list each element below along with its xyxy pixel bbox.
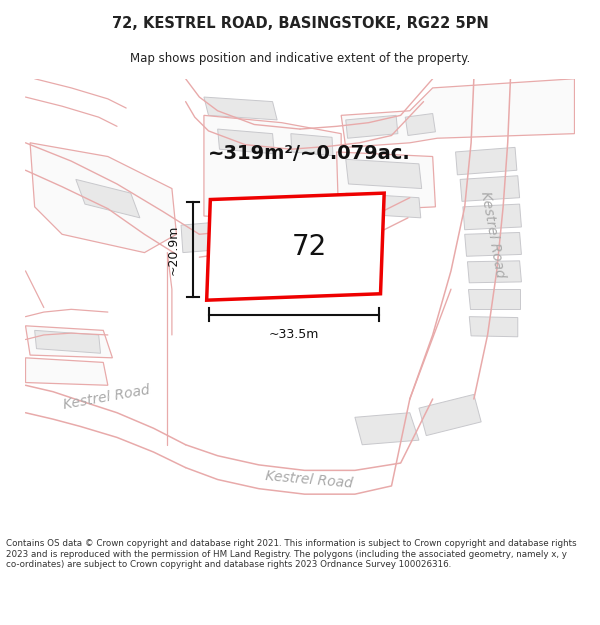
Polygon shape — [455, 148, 517, 175]
Text: Contains OS data © Crown copyright and database right 2021. This information is : Contains OS data © Crown copyright and d… — [6, 539, 577, 569]
Polygon shape — [218, 129, 274, 154]
Polygon shape — [346, 159, 422, 189]
Polygon shape — [465, 232, 521, 256]
Polygon shape — [204, 116, 341, 221]
Text: 72, KESTREL ROAD, BASINGSTOKE, RG22 5PN: 72, KESTREL ROAD, BASINGSTOKE, RG22 5PN — [112, 16, 488, 31]
Polygon shape — [469, 289, 520, 309]
Polygon shape — [355, 412, 419, 445]
Polygon shape — [463, 204, 521, 230]
Polygon shape — [346, 116, 398, 138]
Text: Kestrel Road: Kestrel Road — [478, 190, 506, 279]
Polygon shape — [291, 134, 333, 156]
Polygon shape — [337, 152, 436, 211]
Polygon shape — [467, 261, 521, 282]
Polygon shape — [419, 394, 481, 436]
Text: ~20.9m: ~20.9m — [166, 224, 179, 274]
Text: Kestrel Road: Kestrel Road — [62, 382, 151, 412]
Polygon shape — [25, 326, 112, 358]
Text: Kestrel Road: Kestrel Road — [265, 469, 353, 491]
Polygon shape — [76, 179, 140, 218]
Polygon shape — [204, 97, 277, 120]
Polygon shape — [206, 193, 384, 300]
Polygon shape — [30, 142, 176, 252]
Text: Map shows position and indicative extent of the property.: Map shows position and indicative extent… — [130, 52, 470, 65]
Text: ~33.5m: ~33.5m — [268, 329, 319, 341]
Text: ~319m²/~0.079ac.: ~319m²/~0.079ac. — [208, 144, 410, 163]
Polygon shape — [460, 176, 520, 201]
Polygon shape — [346, 193, 421, 218]
Polygon shape — [469, 317, 518, 337]
Polygon shape — [181, 221, 241, 253]
Polygon shape — [341, 79, 575, 148]
Polygon shape — [25, 358, 108, 385]
Polygon shape — [405, 114, 436, 136]
Text: 72: 72 — [292, 232, 327, 261]
Polygon shape — [35, 331, 101, 353]
